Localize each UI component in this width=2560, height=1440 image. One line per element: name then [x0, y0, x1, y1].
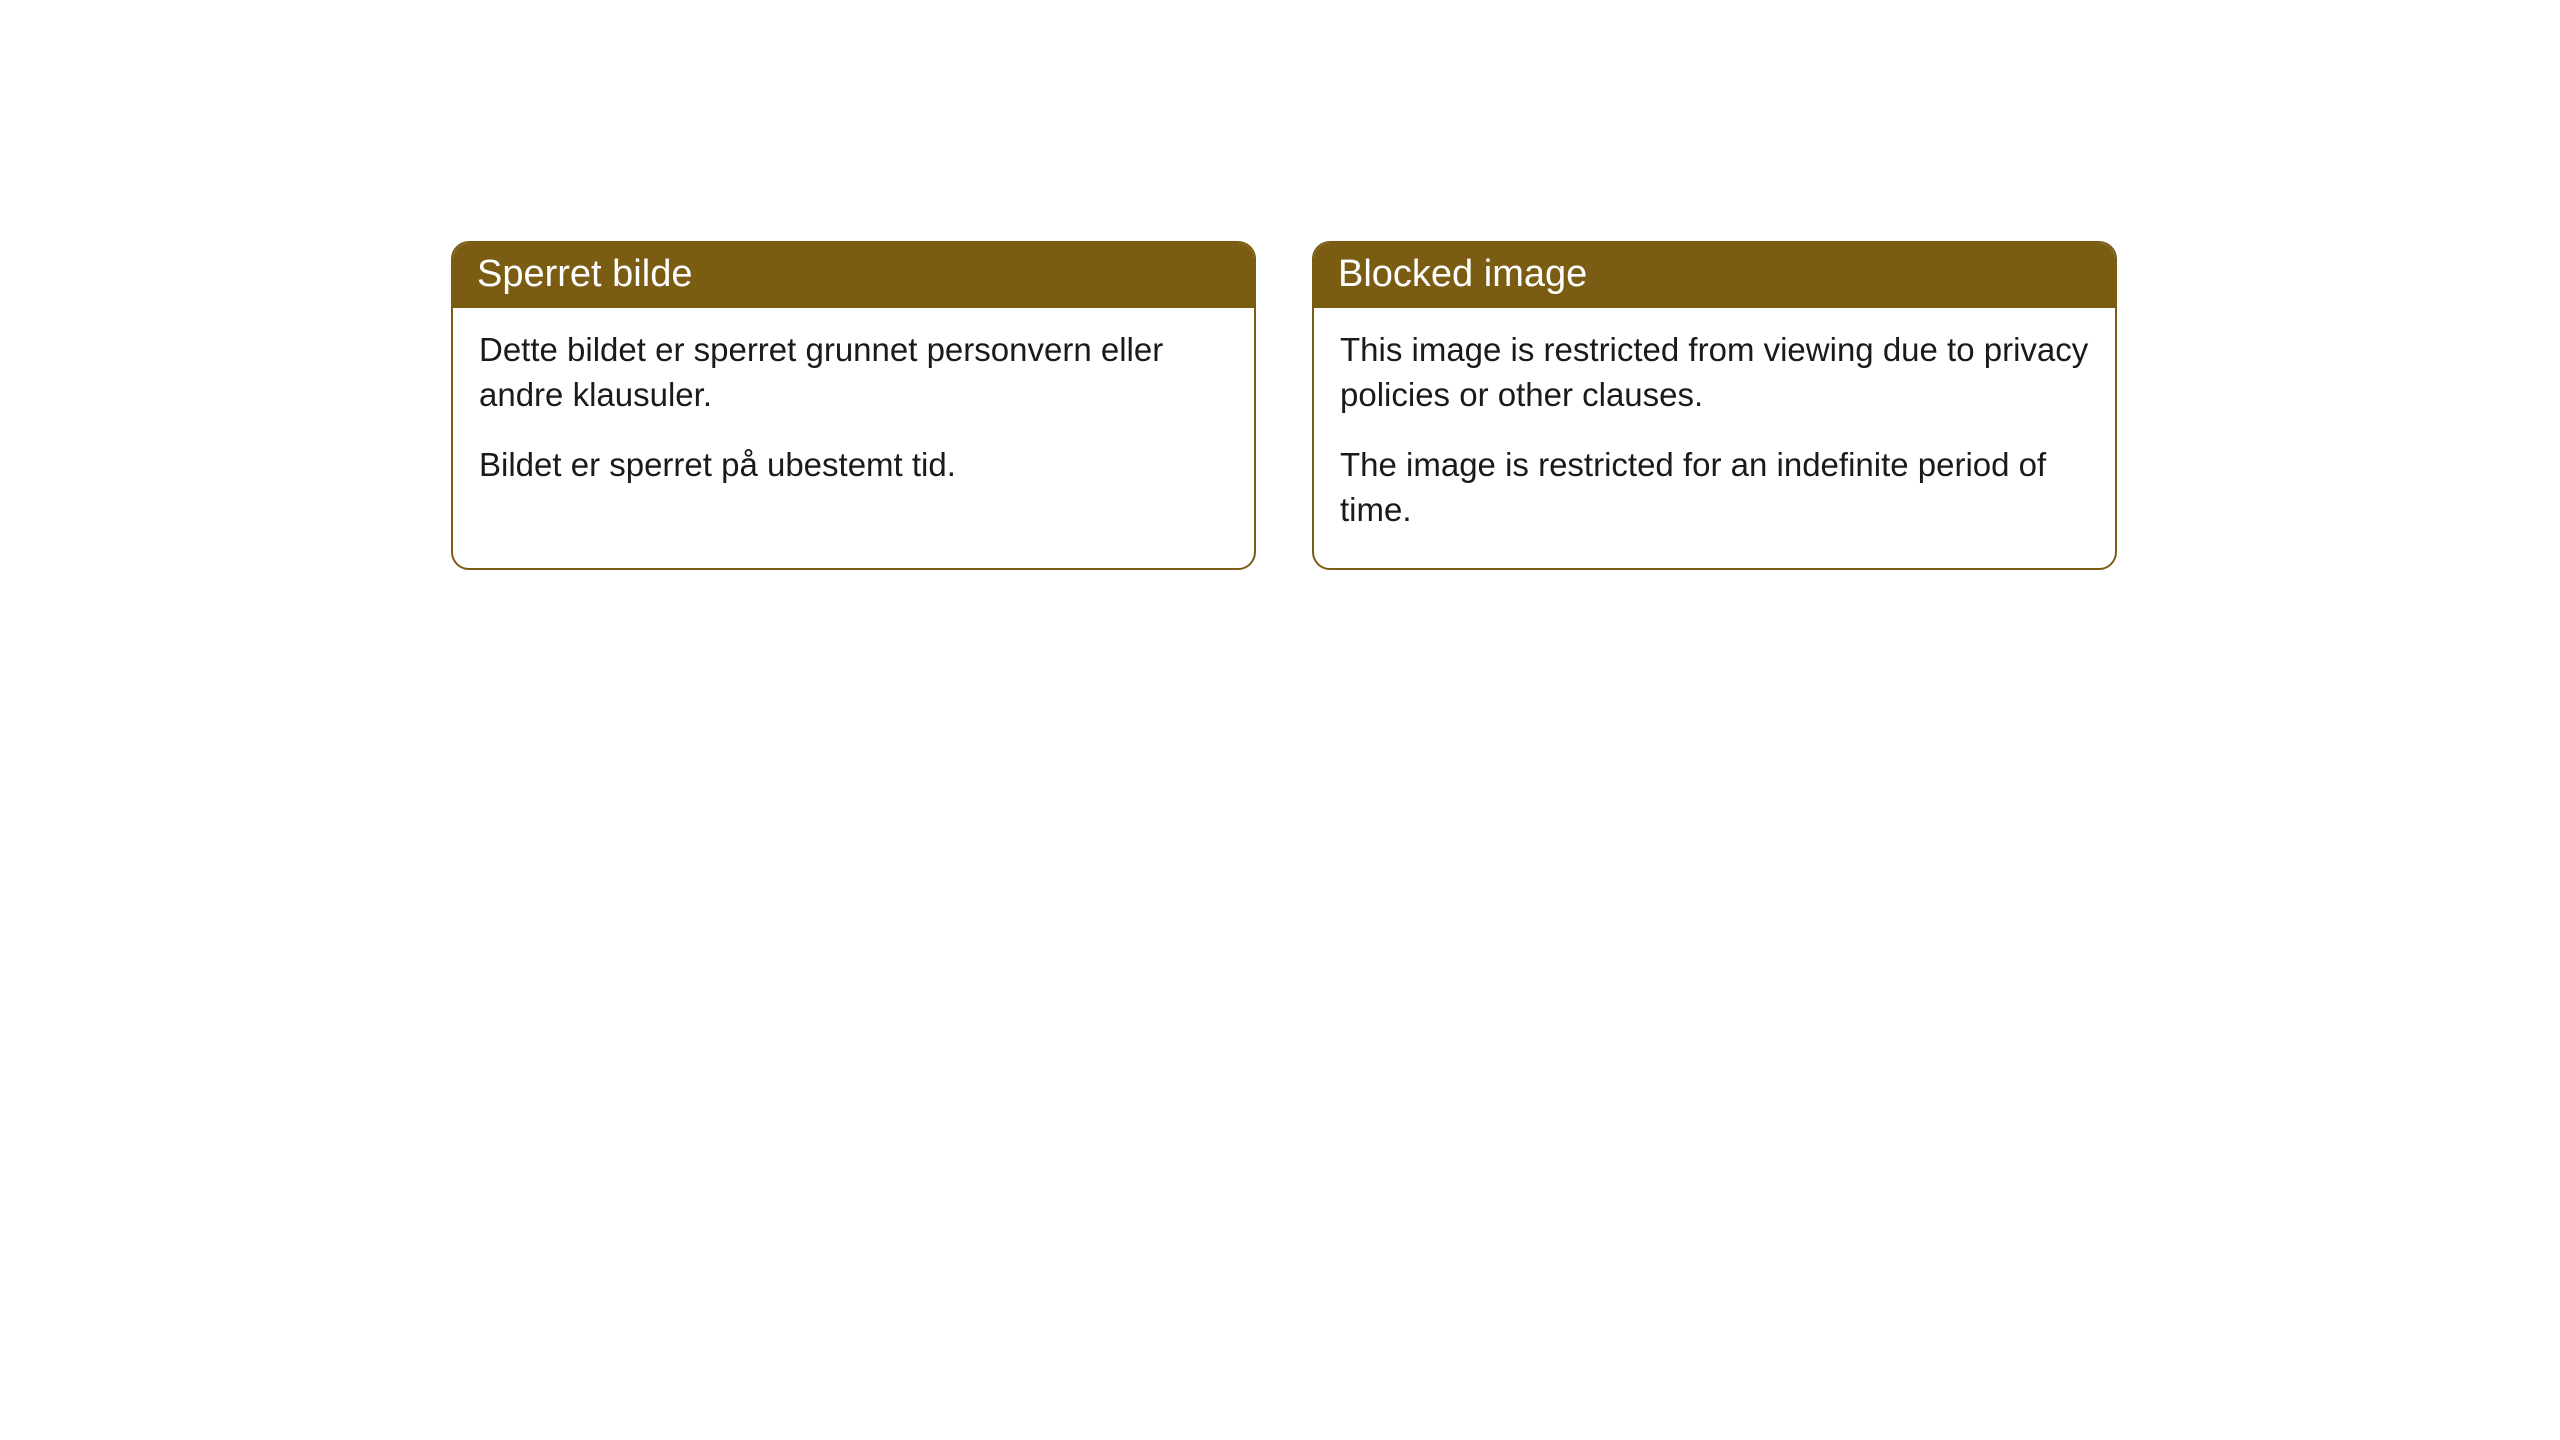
card-header: Blocked image — [1314, 243, 2115, 308]
card-title: Blocked image — [1338, 253, 1587, 295]
notice-cards-container: Sperret bilde Dette bildet er sperret gr… — [451, 241, 2117, 570]
card-title: Sperret bilde — [477, 253, 692, 295]
card-paragraph: Bildet er sperret på ubestemt tid. — [479, 443, 1228, 488]
card-paragraph: This image is restricted from viewing du… — [1340, 328, 2089, 417]
blocked-image-card-english: Blocked image This image is restricted f… — [1312, 241, 2117, 570]
card-body: Dette bildet er sperret grunnet personve… — [453, 308, 1254, 524]
card-paragraph: Dette bildet er sperret grunnet personve… — [479, 328, 1228, 417]
card-paragraph: The image is restricted for an indefinit… — [1340, 443, 2089, 532]
card-header: Sperret bilde — [453, 243, 1254, 308]
blocked-image-card-norwegian: Sperret bilde Dette bildet er sperret gr… — [451, 241, 1256, 570]
card-body: This image is restricted from viewing du… — [1314, 308, 2115, 568]
